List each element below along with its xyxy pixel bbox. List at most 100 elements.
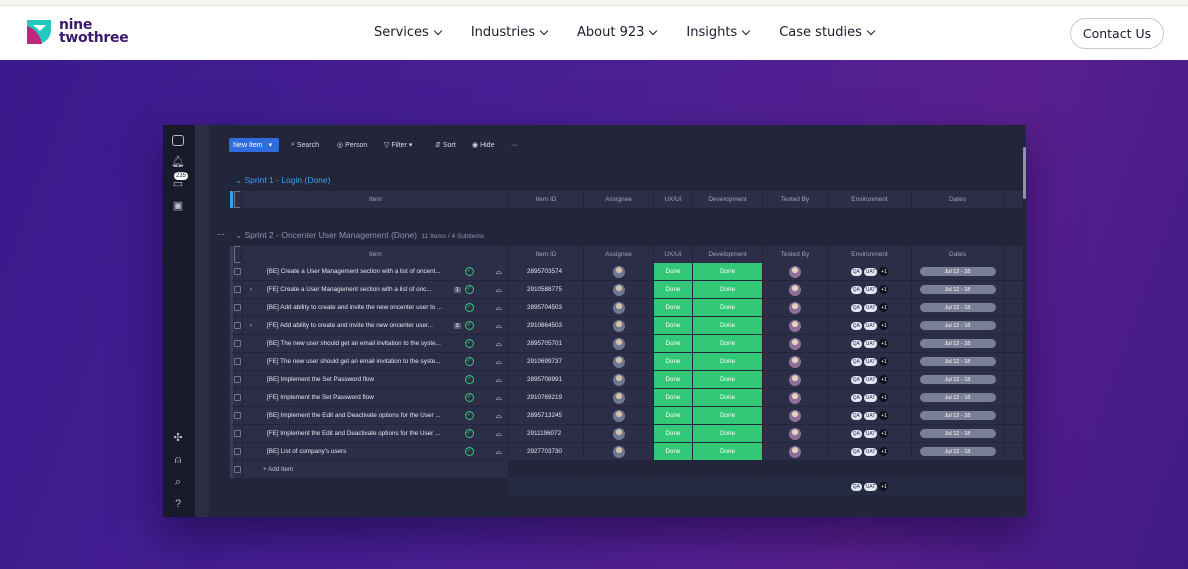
development-status[interactable]: Done	[693, 407, 763, 424]
assignee-cell[interactable]	[584, 371, 654, 388]
grid-icon[interactable]	[171, 134, 185, 148]
tested-by-cell[interactable]	[763, 281, 828, 298]
dates-cell[interactable]: Jul 12 - 18	[912, 317, 1004, 334]
assignee-cell[interactable]	[584, 443, 654, 460]
table-row[interactable]: [BE] Implement the Set Password flow ✓ ⌓ 28…	[230, 371, 1023, 389]
table-row[interactable]: [BE] The new user should get an email in…	[230, 335, 1023, 353]
tested-by-cell[interactable]	[763, 443, 828, 460]
dates-cell[interactable]: Jul 12 - 18	[912, 281, 1004, 298]
row-checkbox[interactable]	[234, 376, 241, 383]
person-button[interactable]: ◎ Person	[337, 138, 367, 152]
expand-chevron-icon[interactable]: ›	[249, 322, 253, 329]
assignee-cell[interactable]	[584, 281, 654, 298]
assignee-cell[interactable]	[584, 425, 654, 442]
item-cell[interactable]: [BE] Add ability to create and invite th…	[243, 299, 509, 316]
uxui-status[interactable]: Done	[654, 335, 693, 352]
row-checkbox[interactable]	[234, 286, 241, 293]
row-checkbox[interactable]	[234, 412, 241, 419]
chat-icon[interactable]: ⌓	[495, 374, 502, 384]
menu-about[interactable]: About 923	[577, 25, 658, 40]
development-status[interactable]: Done	[693, 389, 763, 406]
item-cell[interactable]: › [FE] Add ability to create and invite t…	[243, 317, 509, 334]
vertical-scrollbar[interactable]	[1023, 147, 1026, 199]
chat-icon[interactable]: ⌓	[495, 284, 502, 294]
environment-cell[interactable]: QA UAT +1	[828, 353, 912, 370]
uxui-status[interactable]: Done	[654, 263, 693, 280]
environment-cell[interactable]: QA UAT +1	[828, 425, 912, 442]
uxui-status[interactable]: Done	[654, 353, 693, 370]
dates-cell[interactable]: Jul 12 - 18	[912, 443, 1004, 460]
table-row[interactable]: [FE] The new user should get an email in…	[230, 353, 1023, 371]
expand-chevron-icon[interactable]: ›	[249, 286, 253, 293]
menu-case-studies[interactable]: Case studies	[779, 25, 876, 40]
table-row[interactable]: [BE] Implement the Edit and Deactivate o…	[230, 407, 1023, 425]
uxui-status[interactable]: Done	[654, 317, 693, 334]
development-status[interactable]: Done	[693, 281, 763, 298]
select-all-checkbox[interactable]	[234, 191, 241, 208]
item-cell[interactable]: › [FE] Create a User Management section w…	[243, 281, 509, 298]
chat-icon[interactable]: ⌓	[495, 356, 502, 366]
tested-by-cell[interactable]	[763, 371, 828, 388]
dates-cell[interactable]: Jul 12 - 18	[912, 389, 1004, 406]
row-checkbox[interactable]	[234, 304, 241, 311]
development-status[interactable]: Done	[693, 371, 763, 388]
menu-insights[interactable]: Insights	[686, 25, 751, 40]
dates-cell[interactable]: Jul 12 - 18	[912, 263, 1004, 280]
brand-logo[interactable]: nine twothree	[24, 17, 129, 47]
item-cell[interactable]: [BE] Create a User Management section wi…	[243, 263, 509, 280]
development-status[interactable]: Done	[693, 299, 763, 316]
tested-by-cell[interactable]	[763, 425, 828, 442]
dates-cell[interactable]: Jul 12 - 18	[912, 353, 1004, 370]
search-icon[interactable]: ⌕	[174, 476, 182, 488]
environment-cell[interactable]: QA UAT +1	[828, 317, 912, 334]
add-item-button[interactable]: + Add Item	[262, 466, 294, 473]
assignee-cell[interactable]	[584, 263, 654, 280]
environment-cell[interactable]: QA UAT +1	[828, 263, 912, 280]
tested-by-cell[interactable]	[763, 299, 828, 316]
menu-services[interactable]: Services	[374, 25, 443, 40]
chat-icon[interactable]: ⌓	[495, 266, 502, 276]
hide-button[interactable]: ◉ Hide	[472, 138, 494, 152]
select-all-checkbox[interactable]	[234, 246, 241, 263]
tested-by-cell[interactable]	[763, 389, 828, 406]
development-status[interactable]: Done	[693, 443, 763, 460]
row-checkbox[interactable]	[234, 430, 241, 437]
development-status[interactable]: Done	[693, 335, 763, 352]
row-checkbox[interactable]	[234, 394, 241, 401]
chat-icon[interactable]: ⌓	[495, 392, 502, 402]
table-row[interactable]: [BE] Create a User Management section wi…	[230, 263, 1023, 281]
group-1-header[interactable]: ⌄ Sprint 1 - Login (Done)	[235, 175, 330, 186]
chat-icon[interactable]: ⌓	[495, 338, 502, 348]
chat-icon[interactable]: ⌓	[495, 428, 502, 438]
row-checkbox[interactable]	[234, 322, 241, 329]
new-item-button[interactable]: New Item ▾	[229, 138, 279, 152]
environment-cell[interactable]: QA UAT +1	[828, 281, 912, 298]
row-checkbox[interactable]	[234, 448, 241, 455]
environment-cell[interactable]: QA UAT +1	[828, 443, 912, 460]
dates-cell[interactable]: Jul 12 - 18	[912, 335, 1004, 352]
item-cell[interactable]: [FE] Implement the Set Password flow ✓ ⌓	[243, 389, 509, 406]
tested-by-cell[interactable]	[763, 335, 828, 352]
tested-by-cell[interactable]	[763, 353, 828, 370]
environment-cell[interactable]: QA UAT +1	[828, 335, 912, 352]
dates-cell[interactable]: Jul 12 - 18	[912, 425, 1004, 442]
item-cell[interactable]: [BE] Implement the Edit and Deactivate o…	[243, 407, 509, 424]
row-checkbox[interactable]	[234, 340, 241, 347]
table-row[interactable]: [BE] List of company's users ✓ ⌓ 2927703730…	[230, 443, 1023, 461]
uxui-status[interactable]: Done	[654, 281, 693, 298]
chat-icon[interactable]: ⌓	[495, 410, 502, 420]
uxui-status[interactable]: Done	[654, 407, 693, 424]
puzzle-icon[interactable]: ✣	[173, 432, 183, 444]
assignee-cell[interactable]	[584, 335, 654, 352]
chat-icon[interactable]: ⌓	[495, 302, 502, 312]
table-row[interactable]: [FE] Implement the Edit and Deactivate o…	[230, 425, 1023, 443]
tested-by-cell[interactable]	[763, 407, 828, 424]
more-button[interactable]: ···	[511, 141, 518, 149]
dates-cell[interactable]: Jul 12 - 18	[912, 407, 1004, 424]
item-cell[interactable]: [BE] List of company's users ✓ ⌓	[243, 443, 509, 460]
item-cell[interactable]: [BE] Implement the Set Password flow ✓ ⌓	[243, 371, 509, 388]
tested-by-cell[interactable]	[763, 263, 828, 280]
contact-us-button[interactable]: Contact Us	[1070, 18, 1164, 49]
assignee-cell[interactable]	[584, 389, 654, 406]
table-row[interactable]: › [FE] Create a User Management section w…	[230, 281, 1023, 299]
